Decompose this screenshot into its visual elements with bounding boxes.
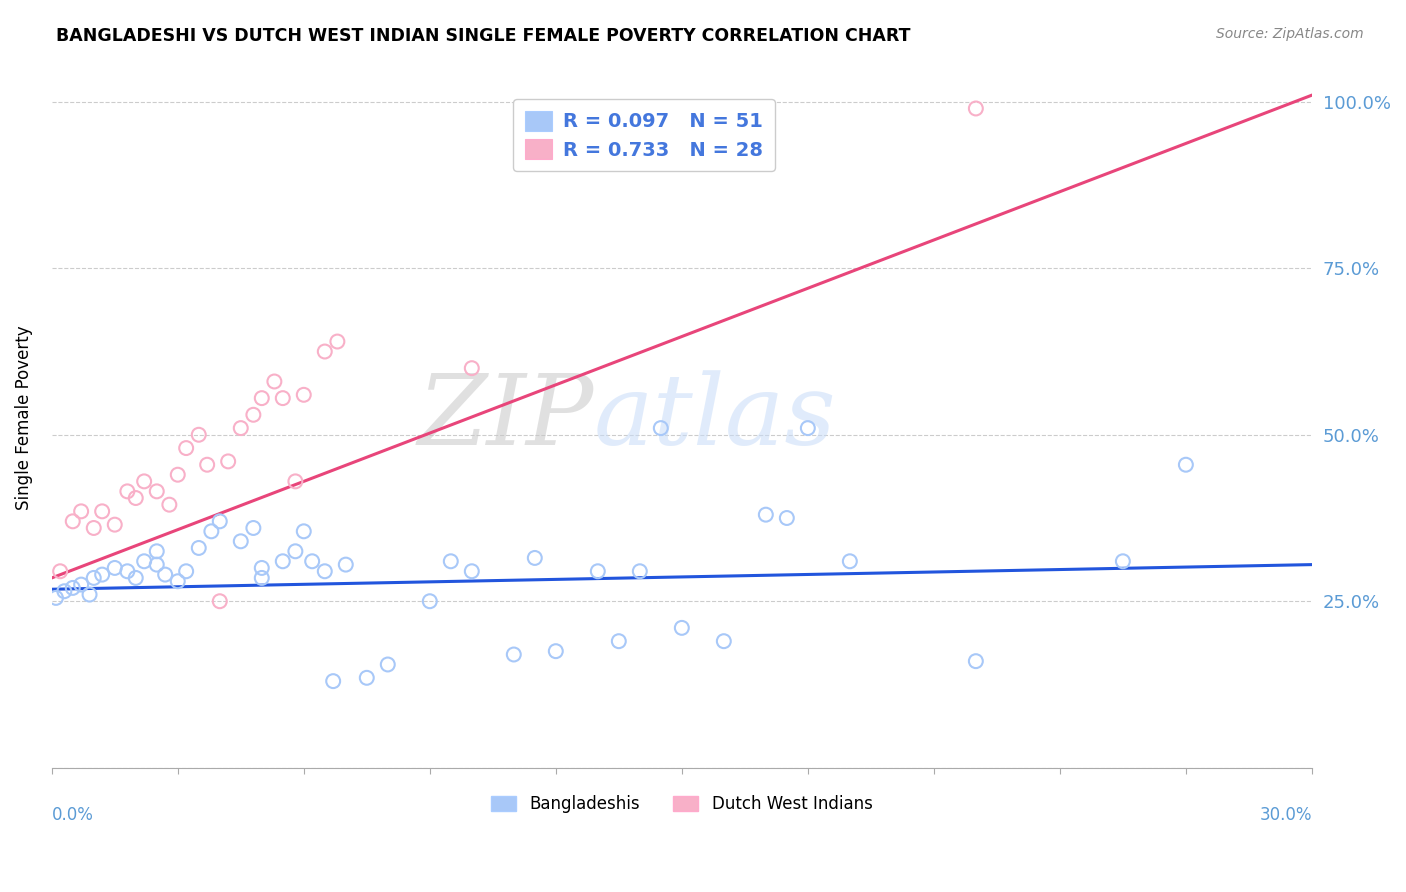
Point <box>965 102 987 116</box>
Point <box>134 554 156 568</box>
Point <box>544 644 567 658</box>
Point <box>104 561 127 575</box>
Point <box>502 648 524 662</box>
Point <box>419 594 441 608</box>
Point <box>301 554 323 568</box>
Point <box>284 475 307 489</box>
Point <box>607 634 630 648</box>
Point <box>271 554 294 568</box>
Point <box>271 391 294 405</box>
Point <box>91 504 114 518</box>
Point <box>776 511 799 525</box>
Point <box>671 621 693 635</box>
Text: ZIP: ZIP <box>418 370 593 466</box>
Point <box>838 554 860 568</box>
Point <box>229 534 252 549</box>
Point <box>628 564 651 578</box>
Point <box>250 391 273 405</box>
Point <box>461 564 484 578</box>
Point <box>208 594 231 608</box>
Point <box>755 508 778 522</box>
Text: 30.0%: 30.0% <box>1260 806 1312 824</box>
Point <box>49 564 72 578</box>
Point <box>91 567 114 582</box>
Point <box>174 564 197 578</box>
Point <box>250 561 273 575</box>
Text: BANGLADESHI VS DUTCH WEST INDIAN SINGLE FEMALE POVERTY CORRELATION CHART: BANGLADESHI VS DUTCH WEST INDIAN SINGLE … <box>56 27 911 45</box>
Point <box>195 458 218 472</box>
Point <box>187 427 209 442</box>
Point <box>200 524 222 539</box>
Point <box>174 441 197 455</box>
Text: Source: ZipAtlas.com: Source: ZipAtlas.com <box>1216 27 1364 41</box>
Point <box>166 467 188 482</box>
Legend: Bangladeshis, Dutch West Indians: Bangladeshis, Dutch West Indians <box>485 789 879 820</box>
Text: atlas: atlas <box>593 370 837 466</box>
Point <box>70 504 93 518</box>
Point <box>145 544 167 558</box>
Point <box>250 571 273 585</box>
Point <box>145 558 167 572</box>
Point <box>134 475 156 489</box>
Point <box>62 514 84 528</box>
Point <box>166 574 188 589</box>
Point <box>153 567 176 582</box>
Y-axis label: Single Female Poverty: Single Female Poverty <box>15 326 32 510</box>
Point <box>83 521 105 535</box>
Point <box>242 408 264 422</box>
Point <box>713 634 735 648</box>
Point <box>208 514 231 528</box>
Text: 0.0%: 0.0% <box>52 806 94 824</box>
Point <box>125 491 148 505</box>
Point <box>104 517 127 532</box>
Point <box>292 524 315 539</box>
Point <box>62 581 84 595</box>
Point <box>314 344 336 359</box>
Point <box>440 554 463 568</box>
Point <box>586 564 609 578</box>
Point <box>797 421 820 435</box>
Point <box>117 564 139 578</box>
Point <box>83 571 105 585</box>
Point <box>461 361 484 376</box>
Point <box>117 484 139 499</box>
Point <box>322 674 344 689</box>
Point <box>45 591 67 605</box>
Point <box>145 484 167 499</box>
Point <box>650 421 672 435</box>
Point <box>523 551 546 566</box>
Point <box>229 421 252 435</box>
Point <box>263 375 285 389</box>
Point <box>292 388 315 402</box>
Point <box>53 584 76 599</box>
Point <box>1112 554 1135 568</box>
Point <box>377 657 399 672</box>
Point <box>125 571 148 585</box>
Point <box>314 564 336 578</box>
Point <box>284 544 307 558</box>
Point <box>187 541 209 555</box>
Point <box>70 577 93 591</box>
Point <box>242 521 264 535</box>
Point <box>1174 458 1197 472</box>
Point <box>79 588 101 602</box>
Point <box>335 558 357 572</box>
Point <box>965 654 987 668</box>
Point <box>157 498 180 512</box>
Point <box>326 334 349 349</box>
Point <box>356 671 378 685</box>
Point <box>217 454 239 468</box>
